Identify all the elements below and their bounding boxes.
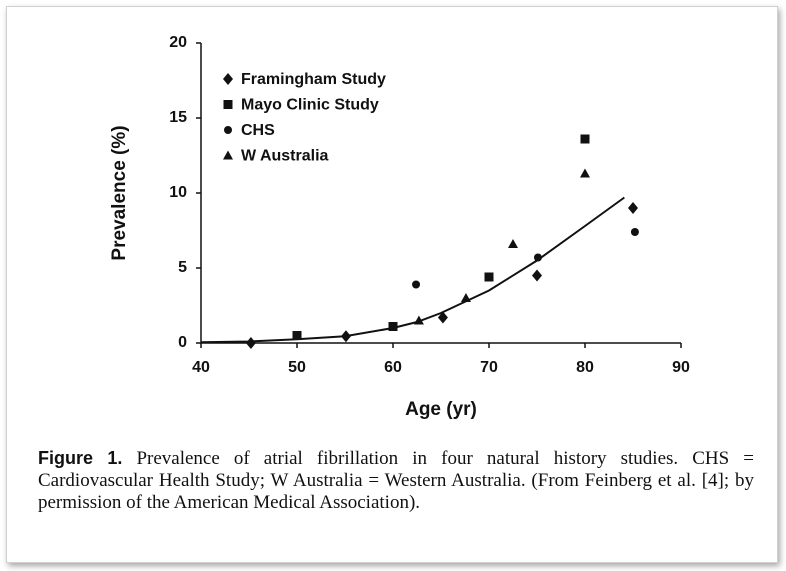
legend-marker: [224, 126, 232, 134]
legend-marker: [223, 73, 233, 85]
x-axis-label: Age (yr): [405, 399, 477, 420]
data-point: [413, 315, 424, 325]
caption: Figure 1. Prevalence of atrial fibrillat…: [38, 447, 754, 514]
y-tick-label: 5: [178, 259, 187, 276]
legend-marker: [223, 100, 233, 109]
data-point: [484, 272, 494, 282]
x-tick-label: 40: [192, 359, 210, 376]
y-tick-label: 15: [169, 109, 187, 126]
legend-label: CHS: [241, 122, 275, 139]
legend-marker: [223, 150, 233, 160]
x-tick-label: 80: [576, 359, 594, 376]
data-point: [628, 202, 638, 214]
data-point: [292, 331, 302, 340]
trend-line: [200, 196, 625, 344]
data-point: [388, 322, 398, 331]
caption-text: Prevalence of atrial fibrillation in fou…: [38, 448, 755, 513]
frame: [6, 6, 778, 563]
caption-label: Figure 1.: [38, 448, 123, 468]
y-tick-label: 10: [169, 184, 187, 201]
data-point: [460, 293, 471, 302]
data-point: [437, 311, 448, 324]
y-axis-label: Prevalence (%): [109, 125, 130, 260]
data-point: [245, 337, 256, 349]
data-point: [630, 228, 639, 236]
x-tick-label: 60: [384, 359, 402, 376]
data-point: [533, 253, 542, 262]
x-tick-label: 90: [672, 359, 690, 376]
y-tick-label: 0: [178, 334, 187, 351]
legend-label: Framingham Study: [241, 71, 386, 88]
y-tick-label: 20: [169, 34, 187, 51]
data-point: [580, 168, 590, 178]
data-point: [412, 280, 421, 289]
data-point: [508, 239, 518, 248]
legend-label: W Australia: [241, 148, 329, 165]
x-tick-label: 70: [480, 359, 498, 376]
data-point: [532, 269, 542, 282]
data-point: [580, 134, 590, 144]
x-tick-label: 50: [288, 359, 306, 376]
legend-label: Mayo Clinic Study: [241, 97, 379, 114]
data-point: [340, 330, 351, 343]
